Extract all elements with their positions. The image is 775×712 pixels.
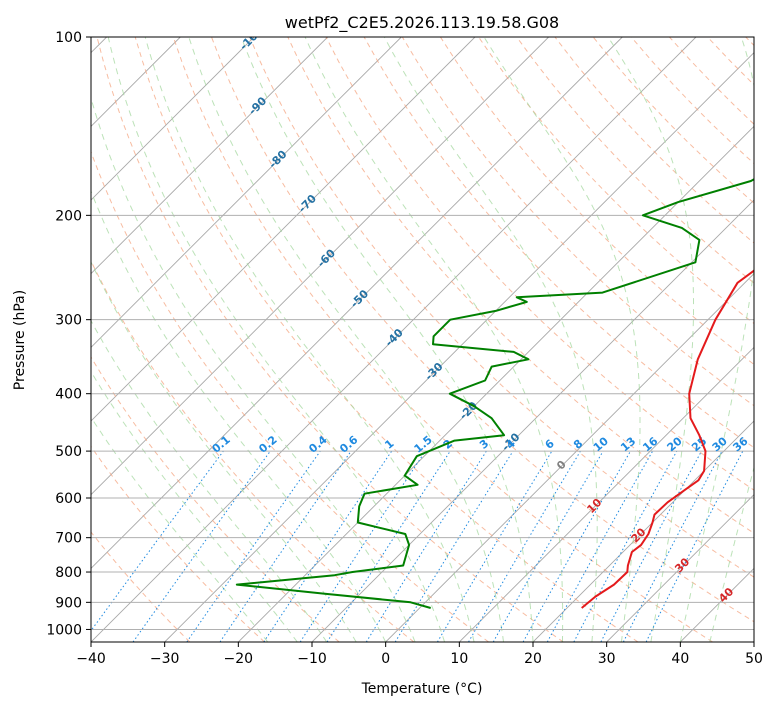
moist-adiabat: [608, 37, 693, 642]
x-tick-label: 50: [745, 651, 763, 667]
y-tick-label: 100: [55, 30, 82, 46]
mixing-ratio-line: [264, 451, 392, 642]
x-tick-label: 0: [381, 651, 390, 667]
isotherm-label: -50: [348, 287, 371, 310]
x-tick-label: −10: [297, 651, 327, 667]
mixing-ratio-label: 0.6: [337, 433, 361, 456]
mixing-ratio-line: [300, 451, 425, 642]
isotherm-line: [459, 37, 775, 642]
mixing-ratio-label: 0.4: [306, 433, 330, 456]
dry-adiabat: [59, 37, 489, 642]
mixing-ratio-label: 0.2: [256, 433, 279, 455]
dry-adiabat: [746, 37, 775, 642]
dry-adiabat: [364, 37, 775, 642]
isotherm-label: 0: [554, 458, 569, 473]
x-tick-label: −20: [224, 651, 254, 667]
dry-adiabat: [517, 37, 775, 642]
mixing-ratio-label: 6: [543, 437, 557, 452]
mixing-ratio-label: 3: [477, 437, 491, 452]
dry-adiabat: [708, 37, 775, 642]
isotherm-line: [533, 37, 775, 642]
mixing-ratio-label: 1.5: [412, 433, 435, 455]
mixing-ratio-line: [469, 451, 581, 642]
x-axis: −40 −30 −20 −10 0 10 20 30 40 50: [76, 642, 763, 667]
dry-adiabat: [555, 37, 775, 642]
x-tick-label: −30: [150, 651, 180, 667]
isotherm-line: [165, 37, 770, 642]
y-tick-label: 500: [55, 444, 82, 460]
y-tick-label: 900: [55, 595, 82, 611]
y-axis: 100 200 300 400 500 600 700 800 900 1000: [46, 30, 91, 638]
dry-adiabat: [97, 37, 563, 642]
mixing-ratio-label: 0.1: [210, 433, 233, 455]
mixing-ratio-line: [327, 451, 450, 642]
chart-title: wetPf2_C2E5.2026.113.19.58.G08: [285, 13, 559, 33]
isotherm-line: [386, 37, 775, 642]
isotherm-line: [17, 37, 622, 642]
dry-adiabat: [593, 37, 775, 642]
dry-adiabat: [631, 37, 775, 642]
x-tick-label: 30: [598, 651, 616, 667]
moist-adiabat: [24, 37, 357, 642]
isotherm-line: [0, 37, 401, 642]
y-tick-label: 1000: [46, 622, 82, 638]
isotherm-line: [680, 37, 775, 642]
mixing-ratio-line: [574, 451, 677, 642]
isotherm-label: -90: [246, 94, 269, 117]
isotherm-line: [0, 37, 254, 642]
dry-adiabat: [0, 37, 339, 642]
y-axis-label: Pressure (hPa): [12, 290, 28, 390]
isotherm-line: [754, 37, 775, 642]
isotherm-label: 10: [584, 496, 604, 516]
moist-adiabat: [680, 37, 761, 642]
moist-adiabat: [189, 37, 504, 642]
dry-adiabat: [0, 37, 190, 642]
pressure-gridlines: [91, 37, 754, 629]
y-tick-label: 400: [55, 387, 82, 403]
x-tick-label: 20: [524, 651, 542, 667]
y-tick-label: 300: [55, 313, 82, 329]
y-tick-label: 600: [55, 491, 82, 507]
mixing-ratio-line: [83, 451, 224, 642]
isotherm-line: [238, 37, 775, 642]
isotherm-label: -100: [237, 24, 266, 53]
mixing-ratio-line: [366, 451, 486, 642]
mixing-ratio-line: [523, 451, 630, 642]
y-tick-label: 700: [55, 531, 82, 547]
isotherm-label: -80: [266, 148, 289, 171]
mixing-ratio-label: 8: [571, 437, 585, 452]
moist-adiabat: [1, 37, 327, 642]
isotherm-line: [0, 37, 549, 642]
isotherm-label: -70: [296, 192, 319, 215]
x-tick-label: 40: [671, 651, 689, 667]
dry-adiabat: [21, 37, 414, 642]
mixing-ratio-line: [547, 451, 652, 642]
y-tick-label: 800: [55, 565, 82, 581]
x-axis-label: Temperature (°C): [361, 681, 483, 697]
plot-frame: [91, 37, 754, 642]
mixing-ratio-line: [601, 451, 702, 642]
y-tick-label: 200: [55, 208, 82, 224]
x-tick-label: −40: [76, 651, 106, 667]
x-tick-label: 10: [450, 651, 468, 667]
moist-adiabat: [710, 37, 775, 642]
isotherm-label: 20: [629, 525, 649, 545]
isotherm-label: -40: [383, 326, 406, 349]
isotherm-label: -60: [315, 246, 338, 269]
